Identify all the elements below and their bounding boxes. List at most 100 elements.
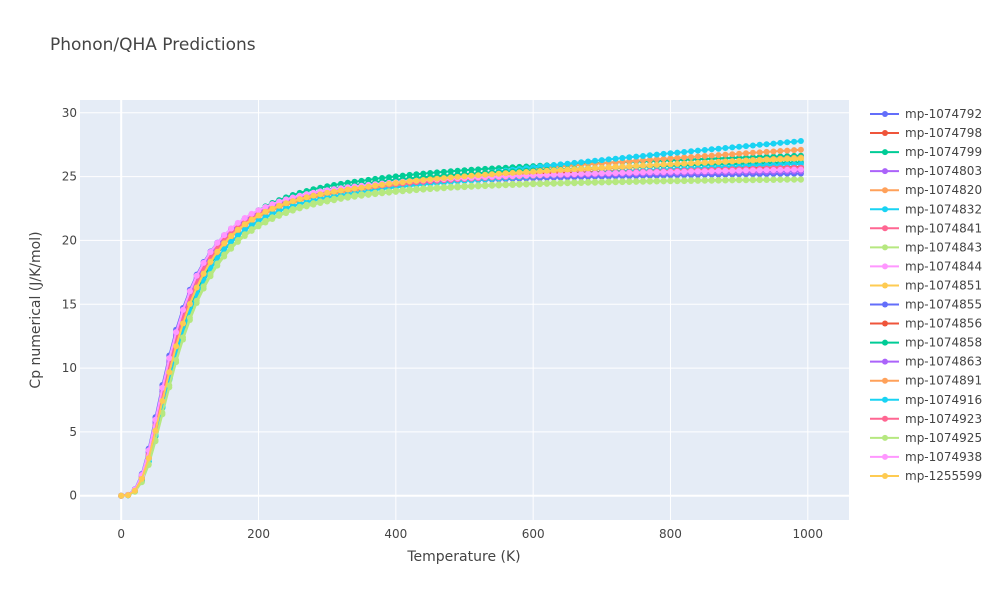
- legend-item[interactable]: mp-1074798: [870, 126, 982, 140]
- data-point: [736, 176, 743, 183]
- y-axis-ticks: 0 5 10 15 20 25 30: [62, 106, 77, 503]
- data-point: [379, 188, 386, 195]
- data-point: [633, 178, 640, 185]
- data-point: [598, 157, 605, 164]
- data-point: [173, 329, 180, 336]
- data-point: [248, 216, 255, 223]
- data-point: [420, 177, 427, 183]
- legend-label: mp-1074891: [905, 374, 982, 388]
- data-point: [674, 154, 681, 161]
- legend-marker: [882, 111, 888, 117]
- legend: mp-1074792 mp-1074798 mp-1074799 mp-1074803…: [870, 107, 982, 483]
- legend-item[interactable]: mp-1074916: [870, 393, 982, 407]
- data-point: [646, 156, 653, 163]
- legend-label: mp-1074863: [905, 355, 982, 369]
- legend-item[interactable]: mp-1074923: [870, 412, 982, 426]
- data-point: [646, 162, 653, 169]
- data-point: [763, 148, 770, 155]
- legend-label: mp-1074798: [905, 126, 982, 140]
- data-point: [688, 154, 695, 160]
- data-point: [454, 183, 461, 190]
- data-point: [729, 167, 736, 174]
- data-point: [557, 179, 564, 186]
- legend-marker: [882, 434, 888, 441]
- data-point: [255, 207, 262, 214]
- y-tick-label: 10: [62, 361, 77, 375]
- data-point: [605, 170, 612, 177]
- y-tick-label: 5: [69, 425, 77, 439]
- data-point: [406, 178, 413, 185]
- legend-item[interactable]: mp-1074803: [870, 164, 982, 178]
- data-point: [331, 195, 337, 202]
- data-point: [125, 492, 132, 499]
- legend-item[interactable]: mp-1074856: [870, 317, 982, 331]
- data-point: [756, 141, 763, 148]
- data-point: [564, 171, 571, 178]
- data-point: [598, 170, 605, 177]
- data-point: [200, 259, 207, 266]
- legend-item[interactable]: mp-1074851: [870, 278, 982, 292]
- legend-item[interactable]: mp-1255599: [870, 469, 982, 483]
- data-point: [180, 334, 186, 341]
- data-point: [557, 161, 564, 168]
- data-point: [729, 151, 736, 158]
- data-point: [138, 475, 145, 482]
- data-point: [667, 177, 674, 184]
- data-point: [159, 398, 166, 404]
- data-point: [770, 140, 777, 147]
- legend-item[interactable]: mp-1074891: [870, 374, 982, 388]
- legend-item[interactable]: mp-1074820: [870, 183, 982, 197]
- data-point: [770, 156, 777, 163]
- data-point: [399, 186, 406, 193]
- data-point: [317, 191, 324, 198]
- data-point: [729, 144, 736, 151]
- data-point: [509, 169, 516, 176]
- data-point: [193, 297, 200, 304]
- legend-item[interactable]: mp-1074799: [870, 145, 982, 159]
- data-point: [571, 179, 578, 186]
- data-point: [688, 168, 695, 175]
- data-point: [564, 160, 571, 167]
- legend-item[interactable]: mp-1074938: [870, 450, 982, 464]
- data-point: [736, 167, 743, 174]
- data-point: [228, 243, 235, 250]
- legend-item[interactable]: mp-1074792: [870, 107, 982, 121]
- legend-item[interactable]: mp-1074832: [870, 202, 982, 216]
- data-point: [543, 167, 550, 174]
- data-point: [248, 226, 255, 233]
- legend-marker: [882, 453, 888, 460]
- data-point: [667, 155, 674, 162]
- legend-item[interactable]: mp-1074844: [870, 259, 982, 273]
- data-point: [571, 159, 578, 166]
- data-point: [392, 187, 399, 194]
- legend-item[interactable]: mp-1074858: [870, 336, 982, 350]
- data-point: [221, 251, 228, 258]
- data-point: [681, 177, 688, 184]
- y-tick-label: 30: [62, 106, 77, 120]
- legend-item[interactable]: mp-1074925: [870, 431, 982, 445]
- data-point: [420, 185, 427, 192]
- data-point: [619, 163, 626, 170]
- data-point: [784, 166, 791, 173]
- data-point: [791, 138, 798, 145]
- data-point: [585, 158, 592, 165]
- data-point: [386, 180, 392, 187]
- data-point: [749, 167, 756, 174]
- legend-marker: [882, 187, 888, 194]
- legend-item[interactable]: mp-1074863: [870, 355, 982, 369]
- legend-marker: [882, 377, 888, 384]
- legend-marker: [882, 244, 888, 251]
- legend-item[interactable]: mp-1074843: [870, 240, 982, 254]
- legend-item[interactable]: mp-1074841: [870, 221, 982, 235]
- legend-marker: [882, 282, 888, 289]
- data-point: [228, 225, 235, 232]
- legend-label: mp-1074792: [905, 107, 982, 121]
- legend-item[interactable]: mp-1074855: [870, 298, 982, 312]
- data-point: [701, 153, 708, 159]
- data-point: [784, 139, 791, 146]
- data-point: [365, 183, 372, 190]
- x-tick-label: 600: [522, 527, 545, 541]
- data-point: [550, 171, 557, 178]
- data-point: [351, 185, 358, 192]
- data-point: [276, 211, 283, 218]
